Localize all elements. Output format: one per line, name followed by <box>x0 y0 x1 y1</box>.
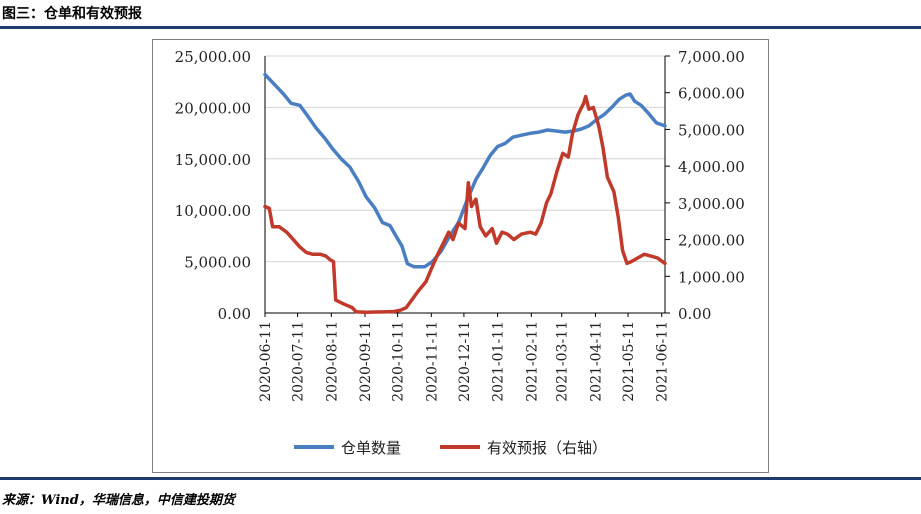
legend-label: 有效预报（右轴） <box>487 439 607 457</box>
x-tick-label: 2021-01-11 <box>491 321 507 402</box>
axes <box>264 56 666 314</box>
right-tick-label: 4,000.00 <box>678 158 745 176</box>
series-line-warehouse-receipts <box>263 72 667 269</box>
x-tick-label: 2020-06-11 <box>258 321 274 402</box>
x-tick-label: 2020-10-11 <box>391 321 407 402</box>
right-tick-label: 7,000.00 <box>678 48 745 66</box>
left-tick-label: 15,000.00 <box>175 151 251 169</box>
source-note: 来源：Wind，华瑞信息，中信建投期货 <box>2 493 235 508</box>
x-tick-label: 2020-11-11 <box>424 321 440 402</box>
left-tick-label: 20,000.00 <box>175 99 251 117</box>
left-tick-label: 25,000.00 <box>175 48 251 66</box>
left-tick-label: 5,000.00 <box>184 254 251 272</box>
x-tick-label: 2020-12-11 <box>457 321 473 402</box>
figure-title: 图三：仓单和有效预报 <box>2 6 142 22</box>
legend: 仓单数量 有效预报（右轴） <box>294 439 607 457</box>
x-tick-label: 2020-09-11 <box>358 321 374 402</box>
x-tick-label: 2021-02-11 <box>524 321 540 402</box>
right-tick-label: 0.00 <box>678 305 711 323</box>
right-axis-ticks: 0.00 1,000.00 2,000.00 3,000.00 4,000.00 5,00… <box>665 48 745 323</box>
x-axis-ticks: 2020-06-11 2020-07-11 2020-08-11 2020-09-11… <box>258 313 671 402</box>
left-tick-label: 0.00 <box>218 305 251 323</box>
left-axis-ticks: 0.00 5,000.00 10,000.00 15,000.00 20,000.00 2… <box>175 48 251 323</box>
right-tick-label: 3,000.00 <box>678 195 745 213</box>
chart-frame: 0.00 5,000.00 10,000.00 15,000.00 20,000.00 2… <box>152 39 769 473</box>
right-tick-label: 2,000.00 <box>678 232 745 250</box>
legend-label: 仓单数量 <box>341 439 401 457</box>
x-tick-label: 2021-05-11 <box>621 321 637 402</box>
bottom-divider <box>0 477 921 480</box>
left-tick-label: 10,000.00 <box>175 202 251 220</box>
top-divider <box>0 26 921 29</box>
x-tick-label: 2021-06-11 <box>655 321 671 402</box>
x-tick-label: 2021-03-11 <box>555 321 571 402</box>
right-tick-label: 5,000.00 <box>678 121 745 139</box>
x-tick-label: 2020-08-11 <box>324 321 340 402</box>
right-tick-label: 6,000.00 <box>678 85 745 103</box>
series-lines <box>263 72 667 315</box>
gridlines <box>265 55 665 314</box>
series-line-valid-forecast <box>263 94 667 315</box>
x-tick-label: 2020-07-11 <box>291 321 307 402</box>
dual-axis-line-chart: 0.00 5,000.00 10,000.00 15,000.00 20,000.00 2… <box>175 48 745 457</box>
x-tick-label: 2021-04-11 <box>588 321 604 402</box>
right-tick-label: 1,000.00 <box>678 268 745 286</box>
